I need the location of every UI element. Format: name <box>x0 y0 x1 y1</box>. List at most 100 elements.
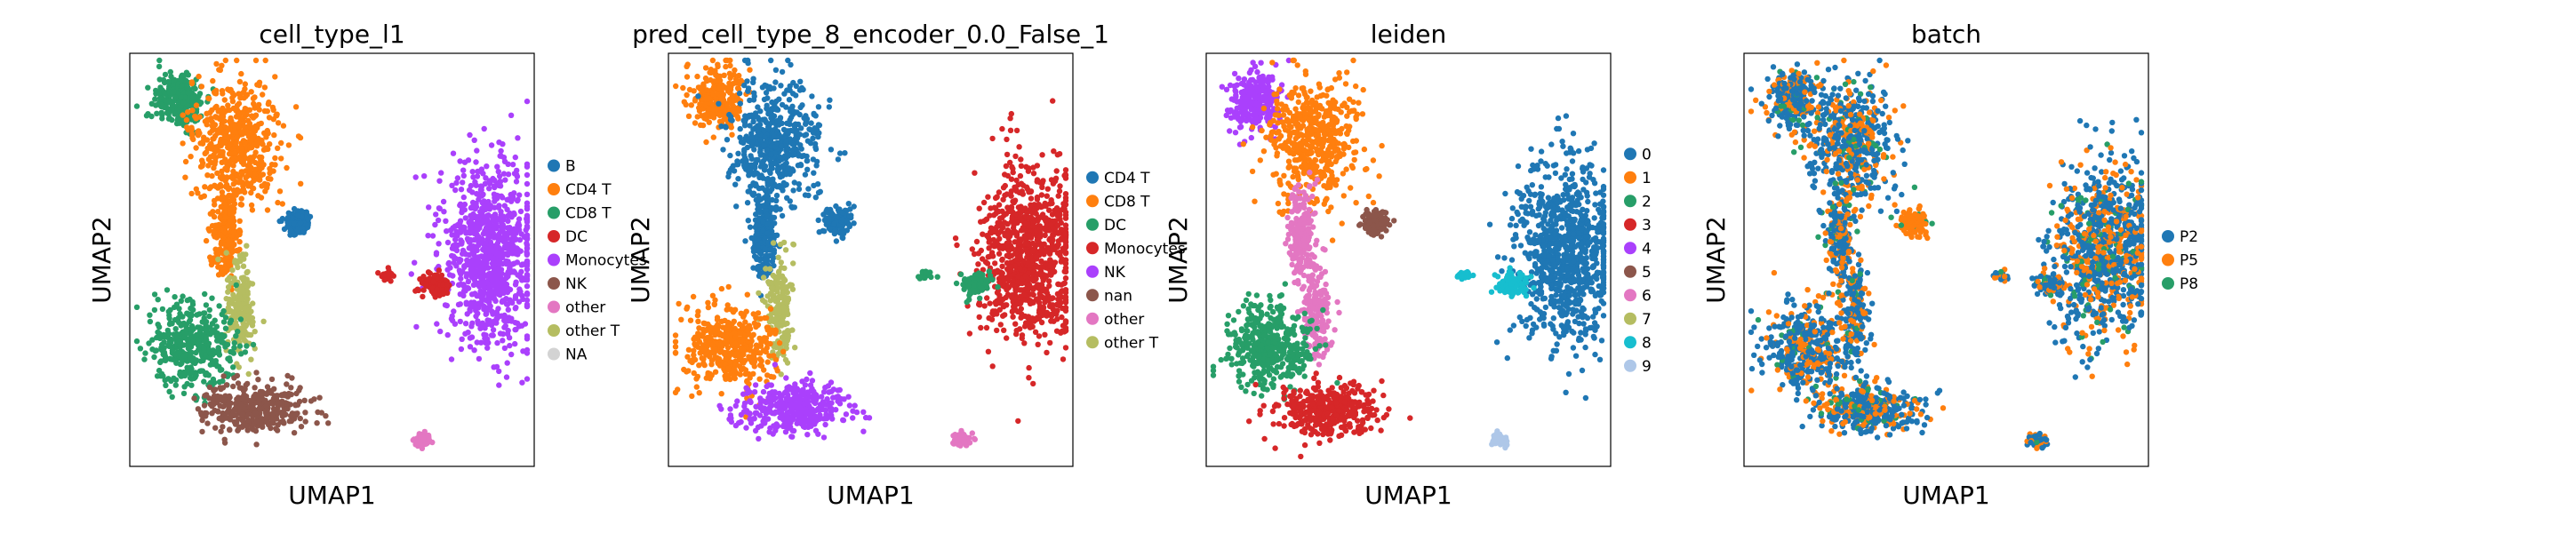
scatter-point <box>183 116 190 123</box>
scatter-point <box>754 141 760 147</box>
scatter-point <box>193 145 199 151</box>
scatter-point <box>764 359 771 365</box>
scatter-point <box>213 323 220 330</box>
scatter-point <box>518 322 525 329</box>
scatter-point <box>245 417 252 424</box>
scatter-point <box>227 107 233 114</box>
scatter-point <box>761 96 768 103</box>
scatter-point <box>683 101 689 108</box>
scatter-point <box>787 198 793 204</box>
scatter-point <box>768 279 774 286</box>
scatter-point <box>775 166 782 172</box>
scatter-point <box>467 335 474 341</box>
scatter-point <box>264 207 271 213</box>
scatter-point <box>284 401 291 407</box>
scatter-point <box>462 215 468 221</box>
scatter-point <box>513 179 520 185</box>
scatter-point <box>239 146 245 152</box>
scatter-point <box>204 420 211 426</box>
scatter-point <box>464 271 470 277</box>
scatter-point <box>672 332 679 338</box>
scatter-point <box>504 360 510 366</box>
scatter-point <box>458 227 464 235</box>
scatter-point <box>697 86 704 92</box>
scatter-point <box>785 165 791 171</box>
scatter-point <box>508 351 515 358</box>
scatter-point <box>790 260 796 266</box>
x-axis-label: UMAP1 <box>288 481 376 510</box>
scatter-point <box>255 193 261 199</box>
scatter-point <box>232 139 239 147</box>
scatter-point <box>248 89 254 95</box>
scatter-point <box>151 354 157 361</box>
scatter-point <box>845 201 852 207</box>
scatter-point <box>434 321 440 327</box>
scatter-point <box>750 126 756 132</box>
scatter-point <box>222 415 228 421</box>
scatter-point <box>253 418 260 425</box>
scatter-point <box>213 333 220 339</box>
scatter-point <box>292 412 300 418</box>
scatter-point <box>210 77 216 84</box>
scatter-point <box>243 251 249 258</box>
scatter-point <box>498 209 504 215</box>
scatter-point <box>207 211 213 217</box>
scatter-point <box>210 127 216 133</box>
scatter-point <box>240 89 247 96</box>
scatter-point <box>758 339 764 346</box>
scatter-point <box>479 192 486 198</box>
scatter-point <box>768 115 774 121</box>
scatter-point <box>434 286 440 293</box>
scatter-point <box>516 192 523 198</box>
scatter-point <box>797 162 804 169</box>
scatter-point <box>799 102 805 108</box>
scatter-point <box>444 239 452 246</box>
scatter-point <box>697 122 704 128</box>
scatter-point <box>723 57 729 64</box>
scatter-point <box>172 382 179 388</box>
scatter-point <box>225 238 232 244</box>
scatter-point <box>158 109 164 115</box>
scatter-point <box>486 222 493 228</box>
scatter-point <box>259 183 265 189</box>
scatter-point <box>479 320 486 326</box>
scatter-point <box>779 68 786 76</box>
scatter-point <box>227 141 233 147</box>
scatter-point <box>788 108 794 115</box>
scatter-point <box>248 202 255 209</box>
scatter-point <box>485 212 492 219</box>
scatter-point <box>244 289 251 295</box>
scatter-point <box>164 109 171 116</box>
scatter-point <box>153 347 160 354</box>
scatter-point <box>804 138 812 144</box>
scatter-point <box>252 329 258 335</box>
scatter-point <box>164 287 171 293</box>
scatter-point <box>476 254 482 260</box>
scatter-point <box>714 91 720 97</box>
scatter-point <box>768 151 774 157</box>
scatter-point <box>137 346 144 352</box>
scatter-point <box>678 316 684 322</box>
scatter-point <box>513 279 519 285</box>
scatter-point <box>750 190 757 196</box>
scatter-point <box>171 76 178 84</box>
scatter-point <box>748 235 755 242</box>
scatter-point <box>236 293 242 299</box>
scatter-point <box>764 102 770 109</box>
scatter-point <box>208 261 215 268</box>
scatter-point <box>147 312 153 318</box>
scatter-point <box>711 84 717 91</box>
scatter-point <box>216 378 223 386</box>
scatter-point <box>241 95 247 101</box>
scatter-point <box>762 257 769 263</box>
scatter-point <box>705 299 711 306</box>
scatter-point <box>452 321 459 327</box>
scatter-point <box>425 233 431 239</box>
scatter-point <box>262 57 268 64</box>
scatter-point <box>228 156 235 163</box>
scatter-point <box>216 67 222 73</box>
scatter-point <box>780 283 787 290</box>
scatter-point <box>222 214 228 220</box>
scatter-point <box>692 341 698 347</box>
scatter-point <box>507 342 513 349</box>
